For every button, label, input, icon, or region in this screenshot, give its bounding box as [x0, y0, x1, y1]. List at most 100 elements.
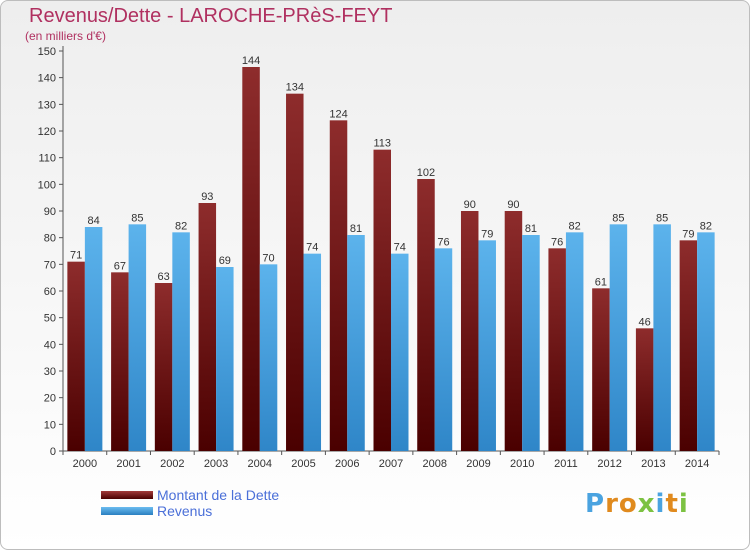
data-label: 134 — [286, 82, 304, 94]
data-label: 71 — [70, 250, 82, 262]
bar-revenus — [565, 232, 584, 451]
x-tick-label: 2008 — [422, 458, 446, 470]
data-label: 81 — [350, 223, 362, 235]
x-tick-label: 2002 — [160, 458, 184, 470]
proxiti-logo: Proxiti — [585, 489, 689, 519]
data-label: 81 — [525, 223, 537, 235]
logo-letter: o — [618, 489, 638, 519]
data-label: 124 — [329, 108, 347, 120]
x-tick-label: 2010 — [510, 458, 534, 470]
data-label: 82 — [569, 220, 581, 232]
y-tick-label: 70 — [44, 259, 56, 271]
legend-swatch-revenus — [101, 507, 153, 515]
y-tick-label: 20 — [44, 393, 56, 405]
y-tick-label: 50 — [44, 313, 56, 325]
bar-dette — [417, 179, 435, 451]
bar-revenus — [259, 264, 278, 451]
logo-letter: i — [655, 489, 666, 519]
data-label: 67 — [114, 260, 126, 272]
logo-letter: x — [637, 489, 656, 519]
logo-letter: i — [678, 489, 689, 519]
y-tick-label: 110 — [38, 153, 56, 165]
x-tick-label: 2011 — [554, 458, 578, 470]
x-tick-label: 2004 — [248, 458, 272, 470]
x-tick-label: 2006 — [335, 458, 359, 470]
bar-dette — [460, 211, 479, 451]
bar-revenus — [609, 224, 628, 451]
legend-swatch-dette — [101, 491, 153, 499]
bar-revenus — [478, 240, 496, 451]
data-label: 93 — [201, 191, 213, 203]
bar-dette — [592, 288, 610, 451]
data-label: 85 — [131, 212, 143, 224]
data-label: 82 — [700, 220, 712, 232]
data-label: 76 — [551, 236, 563, 248]
bar-dette — [329, 120, 348, 451]
bar-revenus — [172, 232, 190, 451]
data-label: 70 — [262, 252, 274, 264]
data-label: 79 — [481, 228, 493, 240]
data-label: 144 — [242, 55, 260, 67]
bar-revenus — [216, 267, 234, 451]
data-label: 61 — [595, 276, 607, 288]
bar-revenus — [653, 224, 671, 451]
x-tick-label: 2014 — [685, 458, 709, 470]
bar-revenus — [84, 227, 103, 451]
bar-dette — [286, 93, 304, 452]
bar-revenus — [347, 235, 365, 451]
x-tick-label: 2005 — [291, 458, 315, 470]
data-label: 76 — [437, 236, 449, 248]
bar-revenus — [303, 253, 322, 451]
data-label: 74 — [306, 242, 318, 254]
data-label: 85 — [656, 212, 668, 224]
logo-letter: P — [585, 489, 606, 519]
y-tick-label: 120 — [38, 126, 56, 138]
y-tick-label: 100 — [38, 179, 56, 191]
data-label: 85 — [612, 212, 624, 224]
bar-dette — [111, 272, 129, 451]
legend-label-revenus: Revenus — [157, 503, 213, 519]
y-tick-label: 130 — [38, 99, 56, 111]
bar-dette — [242, 67, 260, 451]
y-tick-label: 90 — [44, 206, 56, 218]
data-label: 46 — [639, 316, 651, 328]
x-tick-label: 2001 — [116, 458, 140, 470]
bar-dette — [373, 149, 391, 451]
bar-revenus — [391, 253, 409, 451]
data-label: 84 — [87, 215, 99, 227]
data-label: 113 — [373, 138, 391, 150]
data-label: 74 — [394, 242, 406, 254]
bar-revenus — [128, 224, 147, 451]
y-tick-label: 40 — [44, 339, 56, 351]
bar-dette — [154, 283, 173, 451]
bar-dette — [504, 211, 523, 451]
y-tick-label: 30 — [44, 366, 56, 378]
bar-dette — [635, 328, 654, 451]
y-tick-label: 140 — [38, 73, 56, 85]
logo-letter: r — [605, 489, 619, 519]
bar-dette — [198, 203, 217, 451]
x-tick-label: 2009 — [466, 458, 490, 470]
y-tick-label: 0 — [50, 446, 56, 458]
data-label: 79 — [682, 228, 694, 240]
y-tick-label: 10 — [44, 419, 56, 431]
chart-title: Revenus/Dette - LAROCHE-PRèS-FEYT — [29, 5, 393, 27]
bar-dette — [679, 240, 698, 451]
data-label: 63 — [157, 271, 169, 283]
y-tick-label: 150 — [38, 46, 56, 58]
x-tick-label: 2013 — [641, 458, 665, 470]
x-tick-label: 2012 — [597, 458, 621, 470]
bar-dette — [67, 261, 85, 451]
bar-dette — [548, 248, 566, 451]
data-label: 102 — [417, 167, 435, 179]
y-tick-label: 80 — [44, 233, 56, 245]
y-tick-label: 60 — [44, 286, 56, 298]
logo-letter: t — [665, 489, 679, 519]
data-label: 90 — [464, 199, 476, 211]
data-label: 82 — [175, 220, 187, 232]
chart-subtitle: (en milliers d'€) — [25, 29, 106, 43]
x-tick-label: 2000 — [73, 458, 97, 470]
x-tick-label: 2003 — [204, 458, 228, 470]
